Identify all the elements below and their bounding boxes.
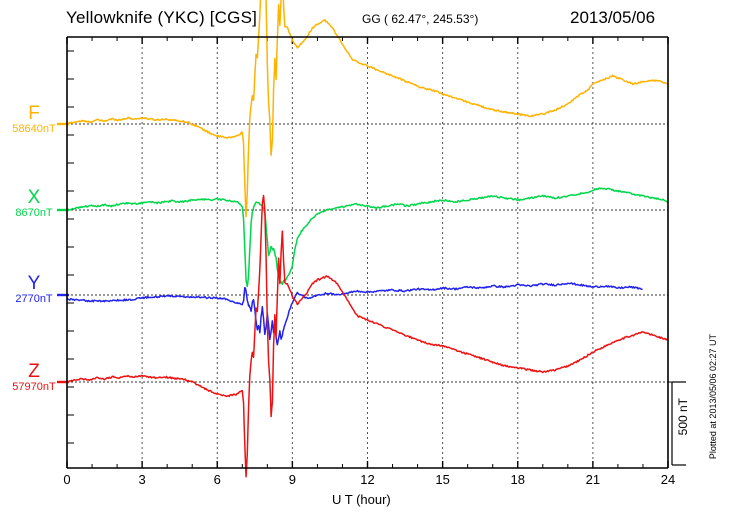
x-tick-label: 18	[510, 472, 525, 487]
x-tick-label: 9	[288, 472, 296, 487]
observation-date: 2013/05/06	[570, 8, 656, 27]
x-tick-label: 0	[63, 472, 71, 487]
plot-credit-text: Plotted at 2013/05/06 02:27 UT	[708, 334, 718, 460]
data-traces	[66, 0, 669, 478]
component-baseline-x: 8670nT	[15, 206, 53, 219]
component-baseline-z: 57970nT	[12, 380, 56, 393]
component-baseline-f: 58640nT	[12, 122, 56, 135]
x-axis-title: U T (hour)	[332, 492, 391, 507]
x-tick-label: 12	[360, 472, 375, 487]
component-baseline-y: 2770nT	[15, 292, 53, 305]
scale-bar	[668, 381, 686, 466]
x-tick-label: 24	[660, 472, 676, 487]
x-tick-label: 6	[213, 472, 221, 487]
component-label-f: F 58640nT	[6, 104, 62, 135]
component-label-z: Z 57970nT	[6, 362, 62, 393]
x-tick-label: 3	[138, 472, 146, 487]
x-tick-label: 15	[435, 472, 450, 487]
scale-bar-label: 500 nT	[676, 398, 690, 436]
x-tick-label: 21	[585, 472, 601, 487]
plot-frame	[66, 36, 669, 469]
component-letter-f: F	[28, 103, 40, 124]
gridlines	[141, 37, 669, 468]
component-letter-x: X	[27, 187, 41, 208]
station-title: Yellowknife (YKC) [CGS]	[66, 8, 258, 27]
component-label-y: Y 2770nT	[6, 274, 62, 305]
component-letter-y: Y	[27, 273, 41, 294]
geographic-coordinates: GG ( 62.47°, 245.53°)	[362, 12, 479, 26]
component-baselines	[57, 122, 668, 384]
component-label-x: X 8670nT	[6, 188, 62, 219]
component-letter-z: Z	[28, 361, 40, 382]
